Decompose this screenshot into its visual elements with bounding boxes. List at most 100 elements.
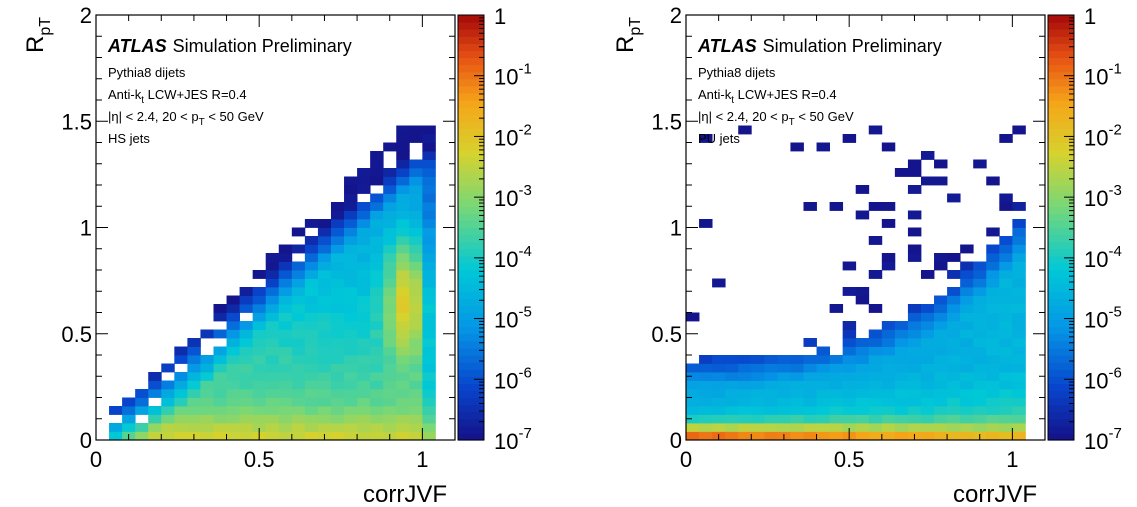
heatmap-cell: [344, 397, 358, 407]
heatmap-cell: [317, 423, 332, 432]
heatmap-cell: [357, 406, 371, 415]
x-axis-label: corrJVF: [953, 481, 1037, 507]
heatmap-cell: [409, 295, 423, 305]
heatmap-cell: [960, 338, 974, 347]
heatmap-cell: [868, 236, 883, 245]
heatmap-cell: [1012, 253, 1026, 262]
heatmap-cell: [330, 261, 345, 271]
colorbar-segment: [458, 36, 484, 44]
heatmap-cell: [278, 295, 293, 305]
heatmap-cell: [396, 346, 410, 356]
heatmap-cell: [934, 423, 948, 432]
heatmap-cell: [868, 202, 883, 211]
y-tick-label: 0: [80, 428, 92, 453]
colorbar-tick-label: 10-7: [494, 425, 532, 454]
heatmap-cell: [907, 397, 922, 407]
colorbar-tick-label: 10-5: [494, 304, 532, 333]
colorbar-segment: [458, 312, 484, 321]
heatmap-cell: [278, 406, 293, 415]
heatmap-cell: [790, 397, 804, 407]
colorbar-segment: [458, 206, 484, 214]
heatmap-cell: [986, 363, 1000, 373]
heatmap-cell: [1012, 372, 1026, 381]
heatmap-cell: [986, 321, 1000, 330]
heatmap-cell: [148, 423, 162, 432]
heatmap-cell: [330, 236, 345, 245]
heatmap-cell: [816, 431, 830, 441]
colorbar-segment: [1048, 411, 1074, 420]
heatmap-cell: [712, 355, 726, 364]
colorbar-tick-label: 10-2: [1084, 121, 1122, 150]
heatmap-cell: [265, 414, 280, 424]
heatmap-cell: [947, 321, 961, 330]
heatmap-cell: [239, 423, 254, 432]
heatmap-cell: [291, 227, 306, 237]
heatmap-cell: [986, 414, 1000, 424]
heatmap-cell: [1012, 312, 1026, 322]
colorbar-segment: [1048, 270, 1074, 278]
heatmap-cell: [213, 406, 227, 415]
heatmap-cell: [881, 363, 896, 373]
heatmap-cell: [344, 312, 358, 322]
annotation-text: |η| < 2.4, 20 < p: [108, 109, 199, 124]
y-axis-label: RpT: [612, 17, 644, 53]
heatmap-cell: [213, 423, 227, 432]
x-tick-label: 0.5: [834, 447, 865, 472]
heatmap-cell: [383, 363, 397, 373]
annotation-text: Anti-k: [108, 87, 142, 102]
heatmap-cell: [344, 244, 358, 254]
heatmap-cell: [1012, 295, 1026, 305]
heatmap-cell: [907, 338, 922, 347]
colorbar-tick-label: 10-4: [494, 243, 532, 272]
colorbar-segment: [1048, 227, 1074, 236]
heatmap-cell: [920, 414, 935, 424]
heatmap-cell: [304, 363, 319, 373]
colorbar-tick-base: 10: [494, 308, 518, 333]
colorbar-segment: [458, 114, 484, 122]
heatmap-cell: [999, 329, 1013, 339]
heatmap-cell: [712, 397, 726, 407]
heatmap-cell: [894, 397, 909, 407]
heatmap-cell: [370, 380, 384, 390]
heatmap-cell: [265, 355, 280, 364]
colorbar-segment: [458, 22, 484, 30]
colorbar-segment: [458, 298, 484, 307]
heatmap-cell: [122, 414, 136, 424]
colorbar-segment: [1048, 347, 1074, 356]
heatmap-cell: [712, 406, 726, 415]
heatmap-cell: [344, 329, 358, 339]
heatmap-cell: [383, 338, 397, 347]
heatmap-cell: [409, 125, 423, 135]
heatmap-cell: [278, 414, 293, 424]
heatmap-cell: [370, 329, 384, 339]
colorbar-segment: [1048, 100, 1074, 108]
heatmap-cell: [699, 397, 713, 407]
heatmap-cell: [422, 287, 436, 296]
heatmap-cell: [174, 346, 188, 356]
heatmap-cell: [252, 329, 267, 339]
heatmap-cell: [738, 372, 752, 381]
heatmap-cell: [1012, 338, 1026, 347]
heatmap-cell: [881, 261, 896, 271]
heatmap-cell: [894, 355, 909, 364]
heatmap-cell: [764, 363, 778, 373]
heatmap-cell: [304, 261, 319, 271]
heatmap-cell: [370, 295, 384, 305]
heatmap-cell: [304, 278, 319, 288]
heatmap-cell: [973, 329, 987, 339]
heatmap-cell: [396, 355, 410, 364]
colorbar-segment: [1048, 85, 1074, 94]
colorbar-segment: [1048, 397, 1074, 406]
colorbar-segment: [458, 347, 484, 356]
heatmap-cell: [370, 389, 384, 398]
heatmap-cell: [764, 397, 778, 407]
heatmap-cell: [213, 304, 227, 313]
heatmap-cell: [894, 346, 909, 356]
colorbar-segment: [1048, 390, 1074, 399]
heatmap-cell: [422, 406, 436, 415]
heatmap-cell: [383, 355, 397, 364]
colorbar-segment: [1048, 262, 1074, 271]
heatmap-cell: [999, 202, 1013, 211]
heatmap-cell: [330, 389, 345, 398]
heatmap-cell: [973, 159, 987, 169]
